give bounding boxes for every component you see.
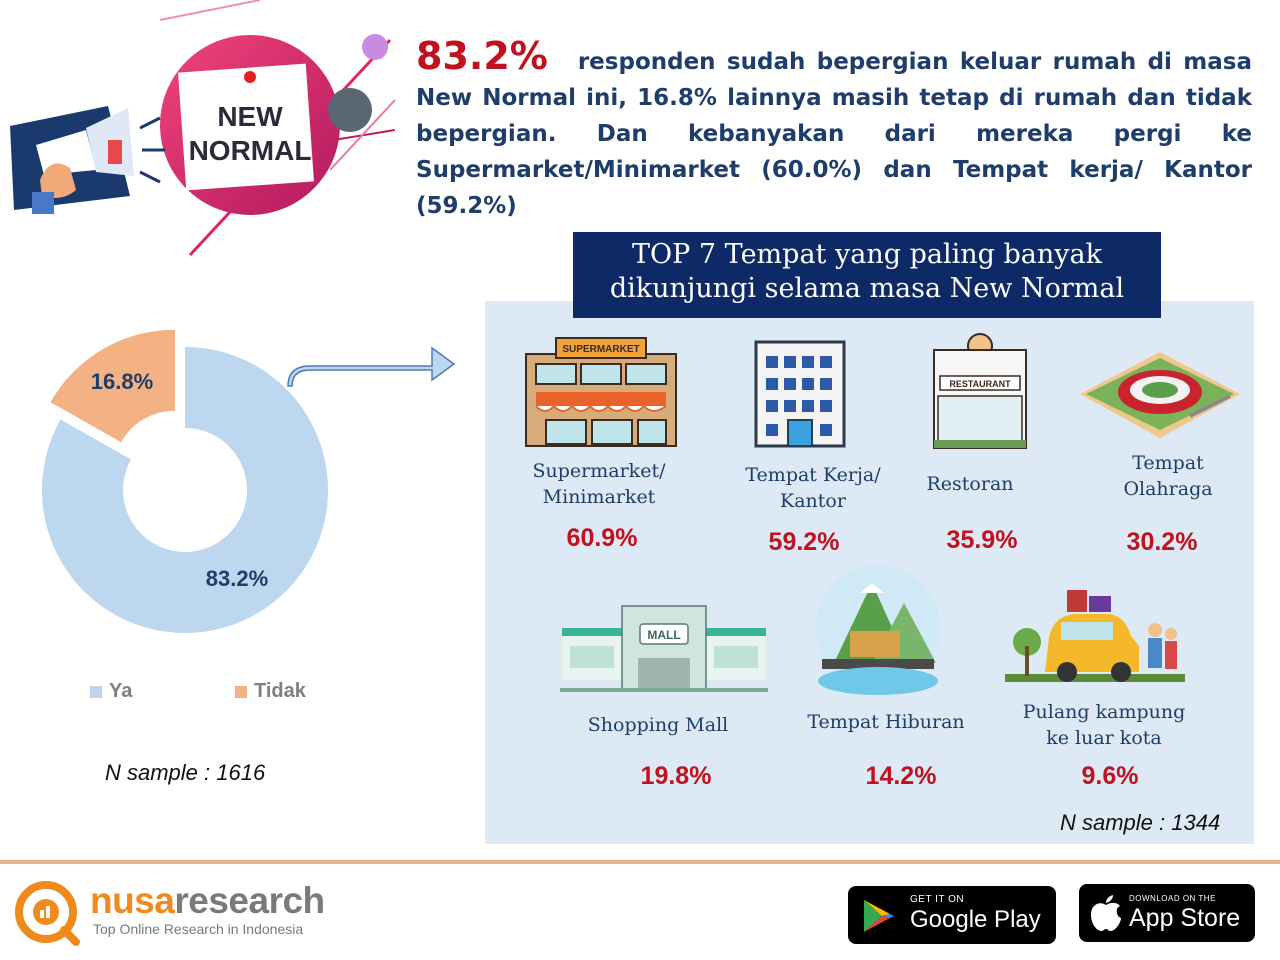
google-play-small: GET IT ON: [910, 894, 965, 905]
pct-restaurant: 35.9%: [946, 526, 1018, 554]
place-label-office: Tempat Kerja/ Kantor: [718, 462, 908, 514]
mall-sign: MALL: [647, 628, 680, 642]
place-label-line: Pulang kampung: [1022, 701, 1186, 723]
brand-name-b: research: [174, 880, 325, 921]
pct-entertainment: 14.2%: [865, 762, 937, 790]
footer-divider: [0, 860, 1280, 864]
badge-line1: NEW: [217, 101, 283, 132]
legend-swatch-ya: [90, 686, 102, 698]
pct-sport: 30.2%: [1126, 528, 1198, 556]
place-label-travel: Pulang kampung ke luar kota: [1004, 699, 1204, 751]
place-label-line: Minimarket: [542, 486, 656, 508]
place-label-line: Tempat Hiburan: [807, 711, 965, 733]
place-label-line: Olahraga: [1123, 478, 1213, 500]
place-label-line: Restoran: [926, 473, 1014, 495]
entertainment-park-icon: [816, 565, 940, 695]
badge-line2: NORMAL: [189, 135, 312, 166]
pct-travel: 9.6%: [1081, 762, 1139, 790]
place-label-line: ke luar kota: [1046, 727, 1162, 749]
donut-slice-tidak: [50, 330, 175, 443]
apple-icon: [1091, 895, 1121, 931]
place-label-sport: Tempat Olahraga: [1088, 450, 1248, 502]
nusaresearch-logo-icon: [15, 881, 80, 946]
office-building-icon: [754, 340, 846, 448]
n-sample-right: N sample : 1344: [1060, 810, 1221, 835]
donut-label-ya: 83.2%: [206, 566, 268, 591]
supermarket-icon: SUPERMARKET: [525, 337, 677, 447]
supermarket-sign: SUPERMARKET: [562, 344, 639, 355]
n-sample-left: N sample : 1616: [105, 760, 266, 785]
legend-label-ya: Ya: [109, 680, 133, 702]
pct-office: 59.2%: [768, 528, 840, 556]
stadium-icon: [1080, 352, 1240, 438]
headline: 83.2% responden sudah bepergian keluar ru…: [416, 37, 1252, 224]
title-line1: TOP 7 Tempat yang paling banyak: [632, 239, 1102, 270]
place-label-line: Kantor: [780, 490, 846, 512]
app-store-badge[interactable]: DOWNLOAD ON THE App Store: [1079, 884, 1255, 942]
headline-text: responden sudah bepergian keluar rumah d…: [416, 49, 1252, 219]
place-label-mall: Shopping Mall: [568, 712, 748, 738]
place-label-entertainment: Tempat Hiburan: [796, 709, 976, 735]
title-banner: TOP 7 Tempat yang paling banyak dikunjun…: [573, 232, 1161, 318]
title-line2: dikunjungi selama masa New Normal: [609, 273, 1125, 304]
travel-car-icon: [1005, 590, 1185, 682]
arrow-right-icon: [287, 346, 456, 387]
shopping-mall-icon: MALL: [560, 605, 768, 692]
place-label-line: Tempat: [1132, 452, 1204, 474]
new-normal-illustration: NEW NORMAL: [0, 0, 400, 270]
donut-label-tidak: 16.8%: [91, 369, 153, 394]
legend-label-tidak: Tidak: [254, 680, 306, 702]
restaurant-sign: RESTAURANT: [949, 379, 1011, 389]
app-store-large: App Store: [1129, 904, 1241, 932]
google-play-icon: [864, 900, 894, 932]
megaphone-icon: [10, 106, 165, 214]
place-label-restaurant: Restoran: [900, 471, 1040, 497]
pct-supermarket: 60.9%: [566, 524, 638, 552]
headline-highlight: 83.2%: [416, 34, 548, 78]
place-label-line: Shopping Mall: [587, 714, 729, 736]
google-play-badge[interactable]: GET IT ON Google Play: [848, 886, 1056, 944]
brand-name: nusaresearch: [90, 880, 325, 922]
pct-mall: 19.8%: [640, 762, 712, 790]
donut-chart: 83.2% 16.8%: [42, 330, 329, 633]
donut-slice-ya: [42, 347, 329, 633]
brand-tagline: Top Online Research in Indonesia: [93, 921, 304, 937]
app-store-small: DOWNLOAD ON THE: [1129, 894, 1216, 903]
place-label-line: Supermarket/: [532, 460, 666, 482]
google-play-large: Google Play: [910, 906, 1041, 933]
place-label-line: Tempat Kerja/: [745, 464, 881, 486]
brand-name-a: nusa: [90, 880, 175, 921]
restaurant-icon: RESTAURANT: [933, 333, 1027, 449]
legend-swatch-tidak: [235, 686, 247, 698]
place-label-supermarket: Supermarket/ Minimarket: [514, 458, 684, 510]
